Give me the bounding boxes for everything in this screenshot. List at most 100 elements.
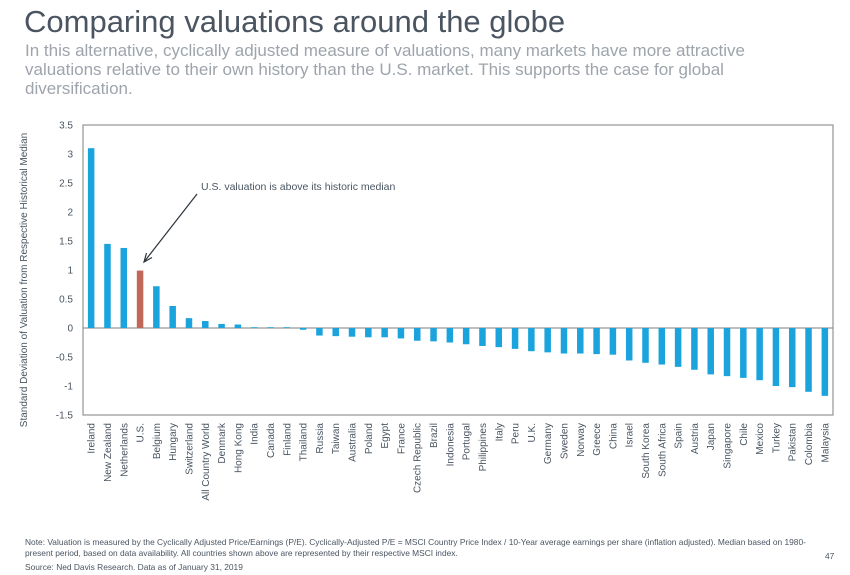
- bar: [625, 328, 633, 361]
- x-tick-label: South Africa: [657, 423, 668, 477]
- y-tick-label: 3.5: [59, 121, 73, 132]
- bar-chart: 3.5 3 2.5 2 1.5 1 0.5 0 -0.5 -1 -1.5 Ireland New Ze…: [19, 121, 834, 501]
- annotation-arrow: [143, 193, 198, 264]
- page-number: 47: [825, 551, 835, 561]
- x-tick-label: Ireland: [87, 423, 98, 454]
- x-tick-label: Russia: [315, 423, 326, 454]
- bar: [691, 328, 698, 370]
- x-tick-label: Czech Republic: [413, 423, 424, 493]
- bar: [348, 328, 356, 337]
- page-title: Comparing valuations around the globe: [24, 4, 566, 39]
- y-tick-label: 3: [67, 150, 73, 161]
- bar: [185, 318, 193, 328]
- x-tick-label: Canada: [266, 423, 277, 458]
- x-tick-label: Pakistan: [788, 423, 799, 461]
- y-tick-label: -1.5: [56, 411, 74, 422]
- x-tick-label: Portugal: [462, 423, 473, 460]
- x-tick-label: Thailand: [299, 423, 310, 461]
- x-tick-label: U.K.: [527, 423, 538, 442]
- bar: [234, 324, 242, 328]
- bar: [479, 328, 486, 346]
- y-tick-label: -1: [64, 382, 73, 393]
- x-tick-label: Norway: [576, 423, 587, 457]
- chart-annotation: U.S. valuation is above its historic med…: [201, 181, 396, 193]
- x-tick-label: Greece: [592, 423, 603, 456]
- y-tick-label: 2.5: [59, 179, 73, 190]
- x-tick-label: Chile: [739, 423, 750, 446]
- x-tick-label: Italy: [494, 423, 505, 441]
- source-line: Source: Ned Davis Research. Data as of J…: [25, 562, 243, 572]
- x-tick-label: China: [608, 423, 619, 450]
- bar: [805, 328, 812, 392]
- x-tick-label: Malaysia: [820, 423, 831, 463]
- bar: [104, 243, 111, 328]
- x-tick-label: Belgium: [152, 423, 163, 459]
- bar: [707, 328, 714, 375]
- bar: [430, 328, 437, 342]
- bar: [299, 328, 307, 330]
- bar: [136, 270, 144, 328]
- x-tick-label: Finland: [282, 423, 293, 456]
- x-tick-label: Egypt: [380, 423, 391, 449]
- bar: [316, 328, 323, 336]
- y-axis-title: Standard Deviation of Valuation from Res…: [19, 133, 30, 427]
- bar: [250, 327, 258, 328]
- bar: [381, 328, 388, 338]
- bar: [821, 328, 829, 396]
- x-tick-label: Switzerland: [184, 423, 195, 475]
- bar: [365, 328, 372, 338]
- bar: [332, 328, 339, 337]
- y-tick-label: 0: [67, 324, 73, 335]
- x-tick-label: Philippines: [478, 423, 489, 471]
- bar: [511, 328, 519, 349]
- x-tick-label: Turkey: [771, 423, 782, 453]
- bar: [593, 328, 600, 355]
- x-tick-label: India: [250, 423, 261, 445]
- x-tick-label: U.S.: [136, 423, 147, 442]
- x-tick-label: Germany: [543, 423, 554, 464]
- bar: [462, 328, 470, 345]
- bar: [772, 328, 780, 386]
- bar: [674, 328, 682, 367]
- x-tick-label: Netherlands: [119, 423, 130, 477]
- bar: [788, 328, 796, 388]
- bar: [153, 286, 160, 328]
- bar: [740, 328, 747, 378]
- bar: [218, 323, 225, 328]
- bar: [544, 328, 551, 353]
- x-tick-label: Brazil: [429, 423, 440, 448]
- x-tick-label: Austria: [690, 423, 701, 455]
- y-tick-label: -0.5: [56, 353, 74, 364]
- y-tick-label: 1: [67, 266, 73, 277]
- x-tick-label: Mexico: [755, 423, 766, 455]
- bar: [609, 328, 617, 355]
- x-tick-label: Taiwan: [331, 423, 342, 454]
- x-tick-label: Denmark: [217, 422, 228, 464]
- x-tick-label: Peru: [511, 423, 522, 444]
- bar: [446, 328, 454, 343]
- footnote: Note: Valuation is measured by the Cycli…: [25, 537, 806, 558]
- bar: [283, 327, 291, 328]
- x-tick-label: Sweden: [559, 423, 570, 459]
- y-tick-label: 1.5: [59, 237, 73, 248]
- x-tick-label: Japan: [706, 423, 717, 450]
- x-tick-label: Singapore: [723, 423, 734, 469]
- bar: [169, 305, 176, 328]
- bar: [267, 327, 274, 328]
- bar: [413, 328, 421, 341]
- y-tick-label: 2: [67, 208, 73, 219]
- plot-area-frame: [82, 124, 834, 416]
- bar: [723, 328, 731, 377]
- bar: [560, 328, 568, 354]
- page-subtitle: In this alternative, cyclically adjusted…: [25, 41, 745, 98]
- x-tick-label: Indonesia: [445, 423, 456, 467]
- bar: [120, 247, 128, 328]
- x-tick-label: Poland: [364, 423, 375, 454]
- x-tick-label: Colombia: [804, 423, 815, 466]
- x-tick-label: Hong Kong: [233, 423, 244, 473]
- x-tick-label: New Zealand: [103, 423, 114, 482]
- y-tick-label: 0.5: [59, 295, 73, 306]
- bar: [528, 328, 535, 352]
- x-tick-label: France: [396, 423, 407, 455]
- x-tick-label: South Korea: [641, 423, 652, 479]
